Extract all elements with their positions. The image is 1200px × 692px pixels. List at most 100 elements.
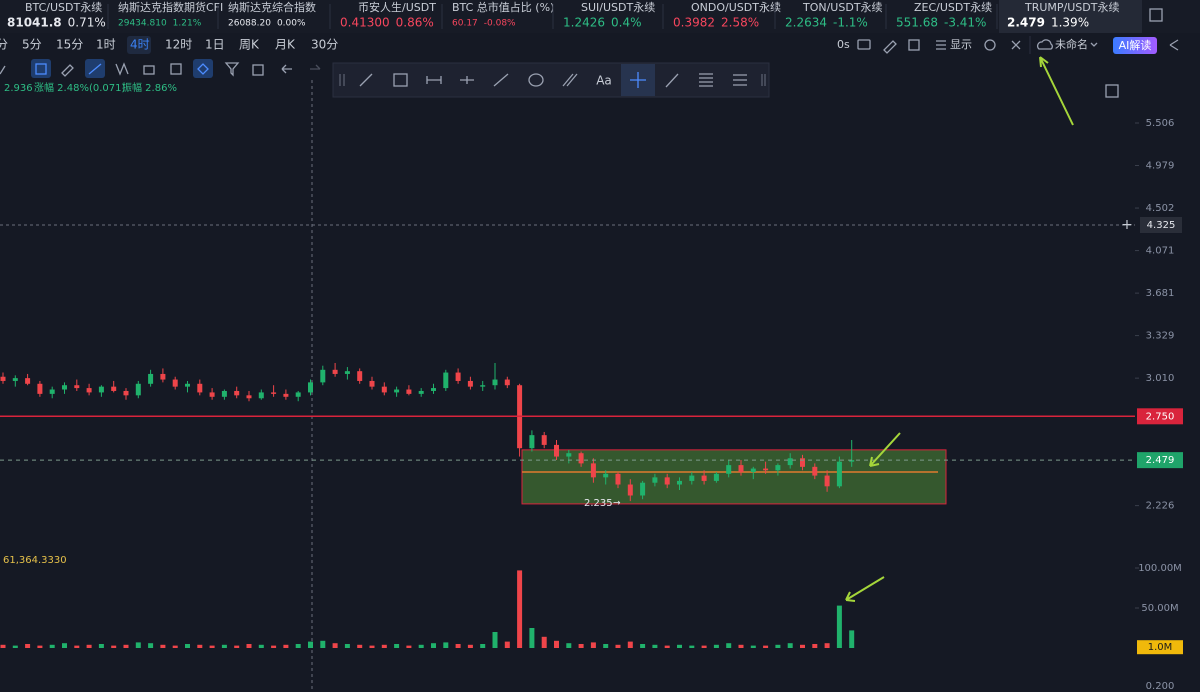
countdown: 0s	[837, 38, 850, 51]
brush-tool[interactable]	[665, 73, 679, 88]
ellipse-tool[interactable]	[528, 73, 544, 87]
tool-icon[interactable]	[35, 63, 47, 75]
volume-bar	[246, 644, 252, 648]
timeframe-list: 分 5分 15分 1时 4时 12时 1日 周K 月K 30分	[0, 36, 338, 54]
tool-icon[interactable]	[88, 63, 102, 75]
candle-body	[849, 460, 855, 462]
tool-icon[interactable]	[115, 62, 129, 76]
camera-icon[interactable]	[857, 39, 871, 50]
dropdown-icon[interactable]	[1090, 42, 1098, 47]
share-icon[interactable]	[1169, 39, 1179, 51]
cloud-icon[interactable]	[1037, 39, 1053, 50]
candle-body	[492, 379, 498, 386]
list-icon[interactable]	[936, 40, 946, 50]
tool-icon[interactable]	[170, 63, 182, 75]
candle-body	[455, 372, 461, 381]
ticker-name[interactable]: 纳斯达克综合指数	[228, 0, 316, 14]
fib-tool[interactable]	[699, 73, 713, 87]
ticker-name[interactable]: 币安人生/USDT	[358, 0, 436, 14]
trash-icon[interactable]	[252, 64, 264, 76]
candle-body	[246, 395, 252, 399]
plot-area: 5.506 4.979 4.502 4.071 3.681 3.329 3.010 2.226…	[0, 80, 1183, 692]
candle-body	[320, 369, 326, 383]
volume-tick-label: 50.00M	[1141, 603, 1178, 614]
ticker-name[interactable]: SUI/USDT永续	[581, 0, 655, 14]
menu-tool[interactable]	[733, 74, 747, 86]
y-tick-label: 5.506	[1146, 118, 1175, 129]
candle-body	[308, 382, 313, 393]
filter-icon[interactable]	[224, 62, 240, 77]
timeframe[interactable]: 分	[0, 38, 8, 52]
copy-icon[interactable]	[908, 39, 920, 51]
pen-icon[interactable]	[883, 40, 897, 54]
ai-button[interactable]: AI解读	[1119, 38, 1152, 52]
ticker-price: 2.479	[1007, 16, 1045, 30]
channel-tool[interactable]	[562, 73, 578, 87]
current-volume-bg	[1137, 640, 1183, 655]
display-button[interactable]: 显示	[950, 38, 972, 51]
ticker-price: 60.17	[452, 19, 478, 29]
volume-bar	[62, 643, 67, 648]
volume-bar	[111, 645, 117, 648]
ticker-name[interactable]: 纳斯达克指数期货CFI	[118, 0, 223, 14]
ticker-name[interactable]: BTC/USDT永续	[25, 0, 102, 14]
timeframe[interactable]: 12时	[165, 38, 192, 52]
timeframe[interactable]: 5分	[22, 38, 42, 52]
undo-icon[interactable]	[281, 64, 292, 74]
ai-button-bg[interactable]	[1113, 37, 1157, 54]
window-icon[interactable]	[1149, 8, 1163, 22]
timeframe[interactable]: 1时	[96, 38, 116, 52]
volume-bar	[738, 644, 744, 648]
tool-icon[interactable]	[197, 63, 209, 75]
timeframe[interactable]: 4时	[130, 38, 150, 52]
tool-icon[interactable]	[0, 65, 6, 75]
timeframe[interactable]: 月K	[275, 38, 296, 52]
crosshair-tool[interactable]	[630, 72, 646, 88]
volume-bar	[467, 644, 473, 648]
hline-tool[interactable]	[460, 76, 474, 84]
tool-icon[interactable]	[61, 64, 74, 77]
level-label: 2.750	[1146, 411, 1175, 422]
ticker-name[interactable]: TRUMP/USDT永续	[1024, 0, 1119, 14]
timeframe[interactable]: 30分	[311, 38, 338, 52]
timeframe[interactable]: 15分	[56, 38, 83, 52]
ticker-name[interactable]: ONDO/USDT永续	[691, 0, 781, 14]
ticker-price: 26088.20	[228, 19, 271, 29]
range-tool[interactable]	[426, 76, 442, 84]
y-tick-label: 3.010	[1146, 373, 1175, 384]
volume-bar	[664, 645, 670, 648]
fullscreen-icon[interactable]	[1011, 40, 1021, 50]
range-box	[521, 449, 947, 505]
candle-body	[603, 473, 609, 478]
line-tool[interactable]	[359, 73, 373, 87]
rect-tool[interactable]	[393, 73, 408, 87]
candle-body	[197, 383, 203, 393]
ticker-name[interactable]: BTC 总市值占比 (%)	[452, 0, 554, 14]
y-tick-label: 3.681	[1146, 288, 1175, 299]
volume-bar	[480, 644, 486, 648]
ticker-name[interactable]: ZEC/USDT永续	[914, 0, 992, 14]
y-tick-label: 3.329	[1146, 331, 1175, 342]
redo-icon[interactable]	[310, 64, 321, 70]
ticker-change: 0.86%	[396, 16, 434, 30]
timeframe[interactable]: 1日	[205, 38, 225, 52]
volume-bar	[381, 644, 387, 648]
candle-body	[627, 484, 633, 496]
ticker-price: 0.41300	[340, 16, 390, 30]
volume-bar	[357, 644, 363, 648]
expand-icon[interactable]	[1105, 84, 1119, 98]
layout-name[interactable]: 未命名	[1055, 37, 1088, 51]
text-tool[interactable]: Aa	[596, 74, 612, 88]
ticker-name[interactable]: TON/USDT永续	[802, 0, 883, 14]
tool-icon[interactable]	[143, 65, 155, 75]
ray-tool[interactable]	[493, 73, 509, 87]
timeframe[interactable]: 周K	[239, 38, 260, 52]
candle-body	[258, 392, 264, 399]
range-bottom-label: 2.235	[584, 498, 613, 509]
volume-bar	[258, 644, 264, 648]
candle-body	[529, 435, 535, 449]
settings-icon[interactable]	[984, 39, 996, 51]
grip	[339, 74, 345, 86]
candle-body	[824, 475, 830, 487]
volume-bar	[197, 644, 203, 648]
